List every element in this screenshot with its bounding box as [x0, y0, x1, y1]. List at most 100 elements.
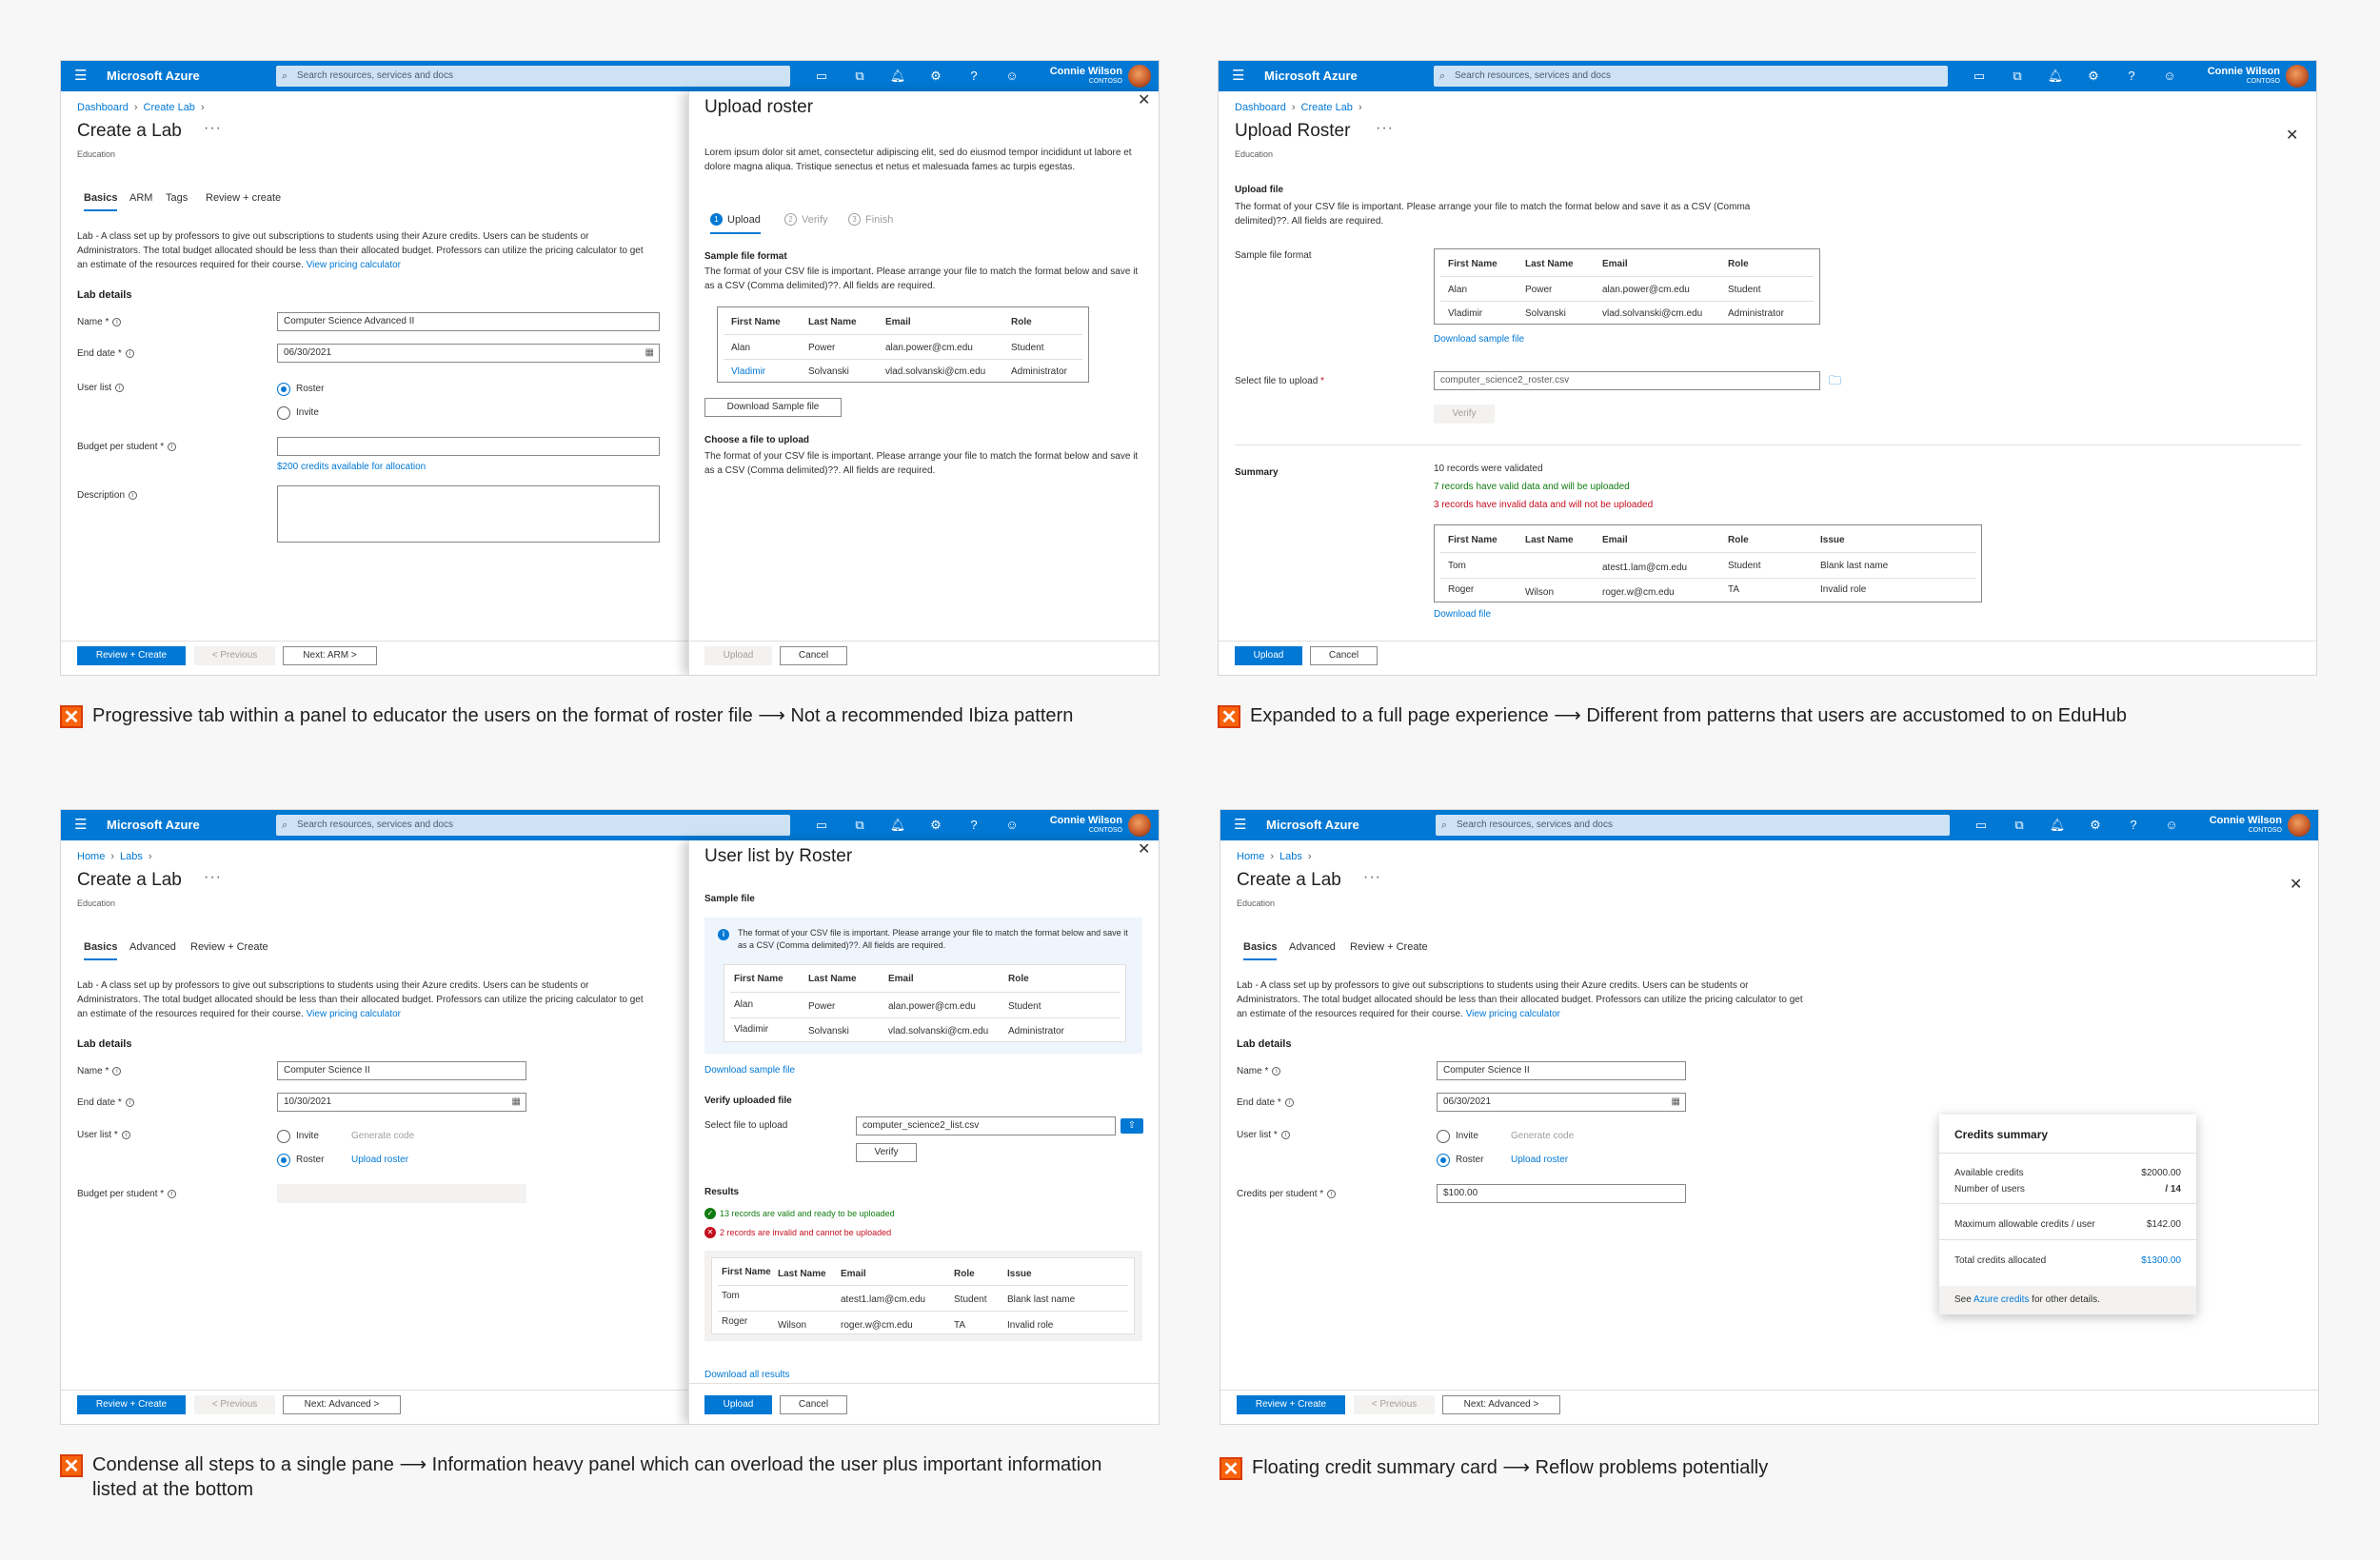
- breadcrumb-labs[interactable]: Labs: [1279, 851, 1302, 862]
- info-icon[interactable]: i: [121, 1130, 130, 1139]
- help-icon[interactable]: ?: [970, 69, 978, 83]
- cloud-shell-icon[interactable]: ▭: [1973, 69, 1986, 83]
- end-date-input[interactable]: 06/30/2021 ▦: [277, 344, 660, 363]
- calendar-icon[interactable]: ▦: [645, 347, 654, 358]
- notification-icon[interactable]: 🔔︎: [2049, 818, 2066, 832]
- tab-review-create[interactable]: Review + create: [206, 192, 282, 204]
- avatar[interactable]: [1128, 814, 1151, 837]
- directory-filter-icon[interactable]: ⧉: [855, 69, 864, 83]
- brand-name[interactable]: Microsoft Azure: [107, 818, 200, 832]
- breadcrumb-home[interactable]: Home: [1237, 851, 1265, 862]
- notification-icon[interactable]: 🔔︎: [2047, 69, 2064, 83]
- search-input[interactable]: ⌕ Search resources, services and docs: [276, 66, 790, 87]
- info-icon[interactable]: i: [1280, 1130, 1290, 1139]
- next-advanced-button[interactable]: Next: Advanced >: [283, 1395, 401, 1414]
- hamburger-icon[interactable]: ☰: [1232, 68, 1245, 84]
- verify-button[interactable]: Verify: [856, 1143, 917, 1162]
- close-icon[interactable]: ✕: [2290, 877, 2303, 893]
- close-icon[interactable]: ✕: [1138, 92, 1151, 109]
- gear-icon[interactable]: ⚙: [930, 69, 942, 83]
- download-sample-link[interactable]: Download sample file: [1434, 334, 1525, 345]
- hamburger-icon[interactable]: ☰: [74, 817, 88, 833]
- calendar-icon[interactable]: ▦: [511, 1096, 521, 1107]
- gear-icon[interactable]: ⚙: [930, 818, 942, 832]
- upload-roster-link[interactable]: Upload roster: [351, 1155, 409, 1165]
- gear-icon[interactable]: ⚙: [2088, 69, 2099, 83]
- radio-invite[interactable]: Invite: [277, 1130, 319, 1143]
- cancel-button[interactable]: Cancel: [780, 1395, 847, 1414]
- cloud-shell-icon[interactable]: ▭: [815, 818, 828, 832]
- directory-filter-icon[interactable]: ⧉: [2013, 69, 2022, 83]
- avatar[interactable]: [2288, 814, 2311, 837]
- brand-name[interactable]: Microsoft Azure: [107, 69, 200, 83]
- brand-name[interactable]: Microsoft Azure: [1266, 818, 1359, 832]
- breadcrumb-home[interactable]: Home: [77, 851, 106, 862]
- upload-button[interactable]: Upload: [1235, 646, 1302, 665]
- radio-roster[interactable]: Roster: [1437, 1154, 1483, 1167]
- review-create-button[interactable]: Review + Create: [1237, 1395, 1345, 1414]
- avatar[interactable]: [1128, 65, 1151, 88]
- help-icon[interactable]: ?: [2130, 818, 2137, 832]
- previous-button[interactable]: < Previous: [194, 646, 275, 665]
- feedback-icon[interactable]: ☺: [1005, 818, 1019, 832]
- name-input[interactable]: Computer Science II: [277, 1061, 526, 1080]
- upload-button[interactable]: Upload: [704, 646, 772, 665]
- file-path-input[interactable]: computer_science2_roster.csv: [1434, 371, 1820, 390]
- info-icon[interactable]: i: [125, 348, 134, 358]
- radio-invite[interactable]: Invite: [1437, 1130, 1478, 1143]
- credits-input[interactable]: $100.00: [1437, 1184, 1686, 1203]
- tab-basics[interactable]: Basics: [84, 941, 118, 960]
- radio-invite[interactable]: Invite: [277, 406, 319, 420]
- close-icon[interactable]: ✕: [2286, 128, 2299, 144]
- step-upload[interactable]: 1 Upload: [710, 213, 761, 234]
- info-icon[interactable]: i: [112, 1066, 122, 1076]
- directory-filter-icon[interactable]: ⧉: [2014, 818, 2024, 832]
- breadcrumb-create-lab[interactable]: Create Lab: [1300, 102, 1353, 113]
- user-info[interactable]: Connie Wilson CONTOSO: [1050, 815, 1122, 834]
- feedback-icon[interactable]: ☺: [2163, 69, 2176, 83]
- info-icon[interactable]: i: [168, 442, 177, 451]
- budget-input[interactable]: [277, 437, 660, 456]
- folder-icon[interactable]: 🗀: [1829, 373, 1842, 387]
- info-icon[interactable]: i: [115, 383, 125, 392]
- info-icon[interactable]: i: [1272, 1066, 1281, 1076]
- feedback-icon[interactable]: ☺: [2165, 818, 2178, 832]
- info-icon[interactable]: i: [1327, 1189, 1337, 1198]
- user-info[interactable]: Connie Wilson CONTOSO: [2208, 66, 2280, 85]
- tab-review-create[interactable]: Review + Create: [190, 941, 268, 953]
- step-finish[interactable]: 3 Finish: [848, 213, 893, 227]
- help-icon[interactable]: ?: [970, 818, 978, 832]
- tab-basics[interactable]: Basics: [84, 192, 118, 211]
- avatar[interactable]: [2286, 65, 2309, 88]
- download-file-link[interactable]: Download file: [1434, 609, 1492, 620]
- hamburger-icon[interactable]: ☰: [74, 68, 88, 84]
- upload-button[interactable]: Upload: [704, 1395, 772, 1414]
- breadcrumb-dashboard[interactable]: Dashboard: [77, 102, 129, 113]
- breadcrumb-create-lab[interactable]: Create Lab: [143, 102, 195, 113]
- help-icon[interactable]: ?: [2128, 69, 2135, 83]
- notification-icon[interactable]: 🔔︎: [889, 818, 906, 832]
- cloud-shell-icon[interactable]: ▭: [815, 69, 828, 83]
- verify-button[interactable]: Verify: [1434, 405, 1495, 424]
- name-input[interactable]: Computer Science II: [1437, 1061, 1686, 1080]
- review-create-button[interactable]: Review + Create: [77, 646, 186, 665]
- more-icon[interactable]: ···: [1376, 120, 1394, 136]
- info-icon[interactable]: i: [125, 1097, 134, 1107]
- file-path-input[interactable]: computer_science2_list.csv: [856, 1116, 1116, 1135]
- breadcrumb-labs[interactable]: Labs: [120, 851, 143, 862]
- user-info[interactable]: Connie Wilson CONTOSO: [1050, 66, 1122, 85]
- more-icon[interactable]: ···: [204, 869, 222, 885]
- end-date-input[interactable]: 06/30/2021 ▦: [1437, 1093, 1686, 1112]
- next-advanced-button[interactable]: Next: Advanced >: [1442, 1395, 1560, 1414]
- notification-icon[interactable]: 🔔︎: [889, 69, 906, 83]
- generate-code-link[interactable]: Generate code: [351, 1131, 415, 1141]
- tab-arm[interactable]: ARM: [129, 192, 153, 204]
- user-info[interactable]: Connie Wilson CONTOSO: [2210, 815, 2282, 834]
- upload-roster-link[interactable]: Upload roster: [1511, 1155, 1569, 1165]
- step-verify[interactable]: 2 Verify: [784, 213, 828, 227]
- previous-button[interactable]: < Previous: [194, 1395, 275, 1414]
- more-icon[interactable]: ···: [204, 120, 222, 136]
- radio-roster[interactable]: Roster: [277, 1154, 324, 1167]
- description-textarea[interactable]: [277, 485, 660, 543]
- azure-credits-link[interactable]: Azure credits: [1973, 1294, 2030, 1305]
